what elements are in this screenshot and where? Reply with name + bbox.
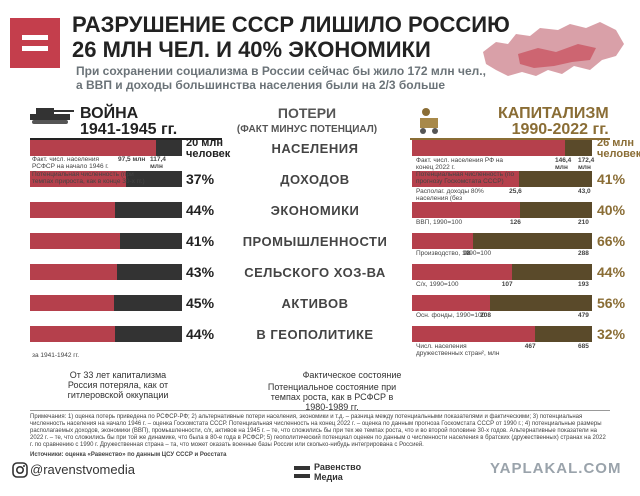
capitalism-value-label: 66%	[597, 233, 626, 249]
money-cart-icon	[420, 108, 438, 134]
war-pop-fact: 97,5 млн	[118, 156, 146, 163]
capitalism-bar-track	[412, 140, 592, 156]
war-bar	[30, 233, 120, 249]
war-value-label: 20 млн человек	[186, 137, 231, 160]
category-label: АКТИВОВ	[281, 296, 349, 311]
war-bar-track	[30, 140, 182, 156]
category-label: НАСЕЛЕНИЯ	[271, 141, 359, 156]
watermark: YAPLAKAL.COM	[490, 460, 622, 477]
capitalism-fact-value: 146,4	[555, 157, 572, 164]
social-handle: @ravenstvomedia	[30, 462, 135, 477]
category-label: В ГЕОПОЛИТИКЕ	[256, 327, 374, 342]
war-title: ВОЙНА 1941-1945 гг.	[80, 105, 178, 138]
capitalism-potential-value: 43,0	[578, 188, 591, 195]
war-value-label: 45%	[186, 295, 215, 311]
category-label: ПРОМЫШЛЕННОСТИ	[242, 234, 388, 249]
brand-logo	[10, 18, 60, 68]
war-bar-track	[30, 264, 182, 280]
capitalism-fact-value: 25,6	[509, 188, 522, 195]
war-bar-track	[30, 233, 182, 249]
capitalism-bar	[412, 326, 535, 342]
tank-icon	[30, 108, 74, 124]
page-title: РАЗРУШЕНИЕ СССР ЛИШИЛО РОССИЮ 26 МЛН ЧЕЛ…	[72, 12, 510, 62]
war-bar	[30, 202, 116, 218]
instagram-icon	[12, 462, 28, 478]
capitalism-note: Числ. населения дружественных стран², мл…	[416, 343, 500, 357]
ussr-map-icon	[483, 22, 624, 76]
war-bar	[30, 295, 114, 311]
war-potential-note: Потенциальная численность (при темпах пр…	[32, 171, 145, 185]
equals-icon	[22, 35, 48, 40]
legend-potential: Потенциальное состояние при темпах роста…	[267, 382, 397, 412]
war-divider	[30, 138, 222, 140]
capitalism-bar-track	[412, 171, 592, 187]
brand-mark-icon	[294, 466, 310, 478]
war-bar-track	[30, 171, 182, 187]
capitalism-bar	[412, 233, 474, 249]
war-bar-track	[30, 202, 182, 218]
war-value-label: 37%	[186, 171, 215, 187]
category-label: ЭКОНОМИКИ	[270, 203, 360, 218]
capitalism-potential-value: 193	[578, 281, 589, 288]
capitalism-bar-track	[412, 233, 592, 249]
capitalism-bar-track	[412, 295, 592, 311]
capitalism-value-label: 41%	[597, 171, 626, 187]
capitalism-bar-track	[412, 202, 592, 218]
capitalism-potential-value: 172,4	[578, 157, 595, 164]
capitalism-fact-value: 467	[524, 343, 536, 350]
war-bar-track	[30, 295, 182, 311]
war-value-label: 44%	[186, 202, 215, 218]
war-bar	[30, 326, 116, 342]
capitalism-fact-value: 126	[510, 219, 521, 226]
category-label: ДОХОДОВ	[280, 172, 350, 187]
capitalism-bar-track	[412, 264, 592, 280]
capitalism-divider	[410, 138, 610, 140]
capitalism-bar-track	[412, 326, 592, 342]
capitalism-note: Осн. фонды, 1990=100	[416, 312, 486, 319]
war-population-note: Факт. числ. населения РСФСР на начало 19…	[32, 156, 109, 170]
war-value-label: 41%	[186, 233, 215, 249]
capitalism-value-label: 32%	[597, 326, 626, 342]
capitalism-note: С/х, 1990=100	[416, 281, 459, 288]
capitalism-note: ВВП, 1990=100	[416, 219, 463, 226]
page-subtitle: При сохранении социализма в России сейча…	[76, 64, 486, 92]
losses-header: ПОТЕРИ (ФАКТ МИНУС ПОТЕНЦИАЛ)	[236, 105, 378, 135]
brand-name: Равенство Медиа	[314, 462, 362, 482]
war-bar	[30, 171, 126, 187]
callout: От 33 лет капитализма Россия потеряла, к…	[67, 370, 169, 400]
capitalism-value-label: 40%	[597, 202, 626, 218]
war-value-label: 44%	[186, 326, 215, 342]
war-bar	[30, 140, 157, 156]
capitalism-note: Производство, 1990=100	[416, 250, 492, 257]
capitalism-value-label: 44%	[597, 264, 626, 280]
capitalism-fact-value: 98	[463, 250, 471, 257]
notes-divider	[30, 410, 610, 411]
category-label: СЕЛЬСКОГО ХОЗ-ВА	[244, 265, 386, 280]
war-pop-potential: 117,4 млн	[150, 156, 166, 170]
capitalism-bar	[412, 295, 491, 311]
capitalism-value-label: 26 млн человек	[597, 137, 640, 160]
capitalism-bar	[412, 140, 565, 156]
war-value-label: 43%	[186, 264, 215, 280]
cap-potential-note: Потенциальная численность (по прогнозу Г…	[416, 171, 515, 185]
capitalism-potential-unit: млн	[578, 164, 591, 171]
capitalism-bar	[412, 171, 520, 187]
capitalism-potential-value: 479	[578, 312, 589, 319]
capitalism-title: КАПИТАЛИЗМ 1990-2022 гг.	[498, 105, 609, 138]
capitalism-fact-value: 107	[501, 281, 513, 288]
capitalism-value-label: 56%	[597, 295, 626, 311]
war-bar	[30, 264, 117, 280]
notes-text: Примечания: 1) оценка потерь приведена п…	[30, 414, 606, 458]
capitalism-bar	[412, 264, 512, 280]
war-bar-track	[30, 326, 182, 342]
capitalism-fact-value: 208	[480, 312, 491, 319]
war-geo-note: за 1941-1942 гг.	[32, 352, 80, 359]
capitalism-fact-unit: млн	[555, 164, 568, 171]
capitalism-potential-value: 210	[578, 219, 589, 226]
capitalism-bar	[412, 202, 520, 218]
legend-fact: Фактическое состояние	[302, 370, 402, 380]
capitalism-potential-value: 685	[578, 343, 589, 350]
capitalism-potential-value: 288	[578, 250, 589, 257]
capitalism-note: Факт. числ. населения РФ на конец 2022 г…	[416, 157, 504, 171]
